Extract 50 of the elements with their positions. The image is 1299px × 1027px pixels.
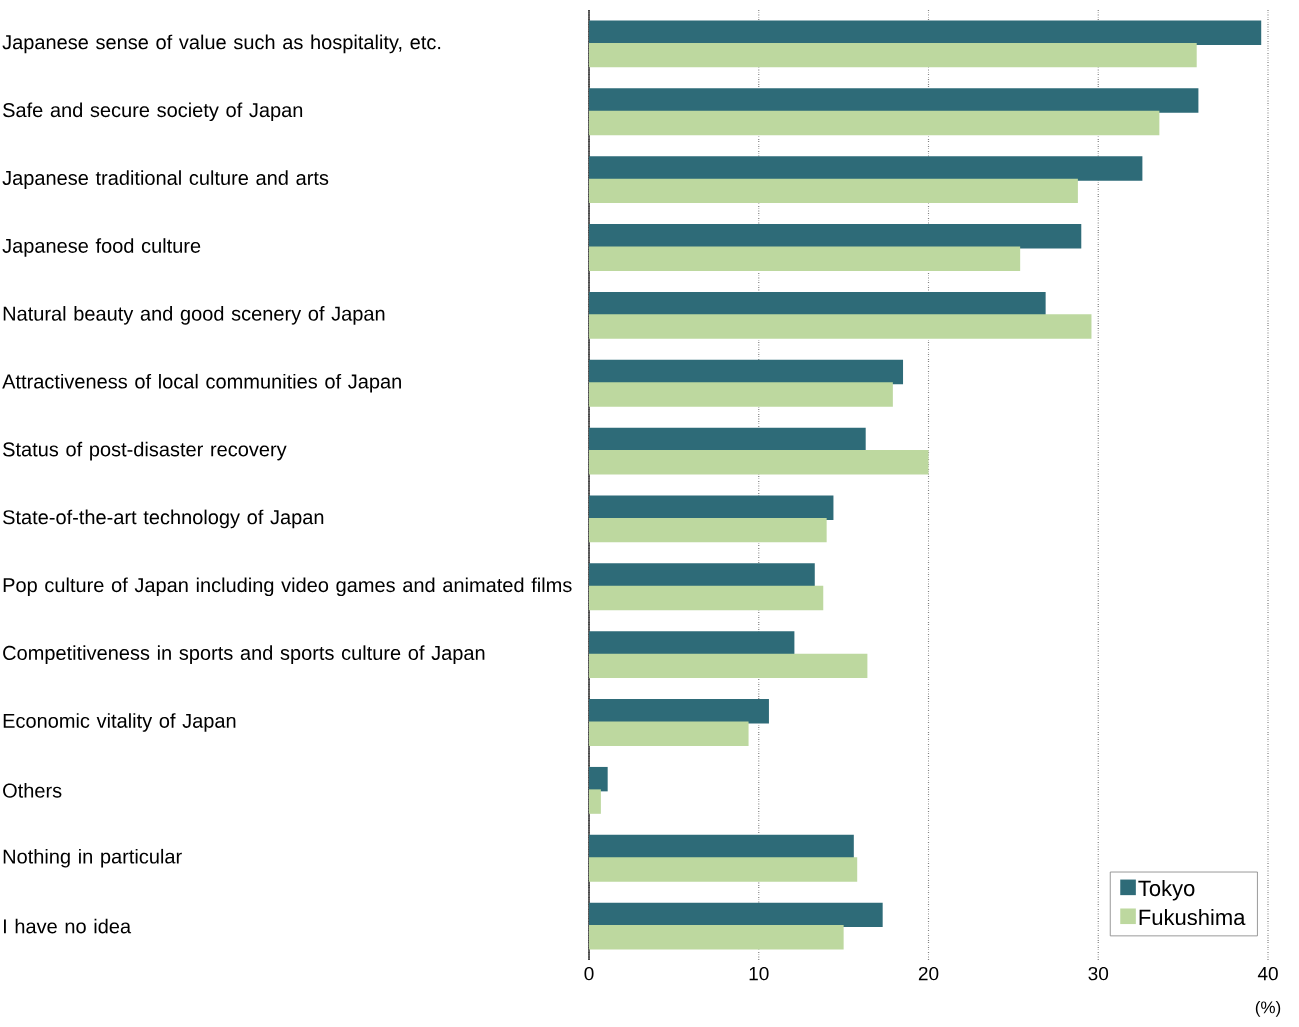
bar bbox=[589, 246, 1021, 271]
bar bbox=[589, 631, 795, 656]
bar bbox=[589, 789, 601, 814]
bar bbox=[589, 766, 608, 792]
bar bbox=[589, 585, 824, 611]
y-tick-label: Attractiveness of local communities of Japan bbox=[2, 373, 401, 393]
y-tick-label: Nothing in particular bbox=[3, 848, 182, 868]
bar bbox=[589, 721, 749, 746]
bar bbox=[589, 699, 769, 724]
x-tick-label: 10 bbox=[749, 966, 769, 981]
y-tick-label: Status of post-disaster recovery bbox=[3, 441, 287, 461]
y-tick-label: Others bbox=[3, 783, 62, 798]
x-axis-title: (%) bbox=[1255, 1000, 1281, 1017]
bar bbox=[589, 20, 1262, 45]
bar bbox=[589, 314, 1092, 339]
y-tick-label: State-of-the-art technology of Japan bbox=[3, 509, 324, 529]
legend-label: Fukushima bbox=[1139, 908, 1246, 926]
bar bbox=[589, 517, 827, 543]
bar bbox=[589, 88, 1199, 113]
bar bbox=[589, 450, 929, 475]
bar bbox=[589, 653, 868, 679]
y-tick-label: I have no idea bbox=[3, 918, 132, 934]
bar bbox=[589, 178, 1078, 204]
y-tick-label: Pop culture of Japan including video games and animated films bbox=[3, 577, 572, 597]
x-tick-label: 40 bbox=[1257, 966, 1278, 981]
y-tick-label: Safe and secure society of Japan bbox=[3, 102, 303, 122]
y-tick-label: Japanese food culture bbox=[2, 238, 201, 257]
bar bbox=[589, 925, 844, 950]
x-tick-label: 20 bbox=[918, 966, 939, 981]
bar bbox=[589, 382, 893, 407]
bar bbox=[589, 902, 883, 928]
y-tick-label: Competitiveness in sports and sports culture of Japan bbox=[3, 645, 485, 664]
bar bbox=[589, 834, 854, 860]
bar bbox=[589, 224, 1082, 249]
bar bbox=[589, 359, 904, 385]
y-tick-label: Japanese sense of value such as hospitality, etc. bbox=[2, 34, 441, 54]
bar bbox=[589, 563, 815, 588]
bar bbox=[589, 156, 1143, 181]
x-tick-label: 0 bbox=[584, 966, 594, 981]
bar bbox=[589, 110, 1160, 136]
y-tick-label: Economic vitality of Japan bbox=[3, 713, 236, 732]
bar bbox=[589, 495, 834, 520]
bar bbox=[589, 42, 1197, 68]
legend-label: Tokyo bbox=[1138, 880, 1195, 901]
bar bbox=[589, 291, 1046, 317]
bar bbox=[589, 857, 858, 882]
y-tick-label: Natural beauty and good scenery of Japan bbox=[3, 306, 385, 325]
y-tick-label: Japanese traditional culture and arts bbox=[2, 170, 329, 189]
bar bbox=[589, 427, 866, 453]
x-tick-label: 30 bbox=[1088, 966, 1109, 981]
